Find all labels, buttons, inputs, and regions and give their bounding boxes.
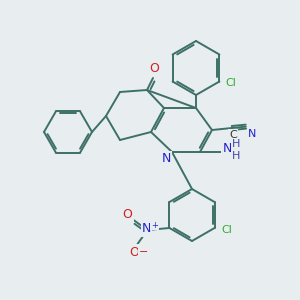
Text: Cl: Cl	[221, 225, 232, 235]
Text: O: O	[149, 62, 159, 76]
Text: H: H	[232, 139, 240, 149]
Text: Cl: Cl	[225, 77, 236, 88]
Text: +: +	[151, 220, 158, 230]
Text: N: N	[222, 142, 232, 155]
Text: N: N	[161, 152, 171, 166]
Text: H: H	[232, 151, 240, 161]
Text: N: N	[142, 223, 151, 236]
Text: O: O	[130, 245, 140, 259]
Text: −: −	[139, 247, 148, 257]
Text: N: N	[248, 129, 256, 139]
Text: O: O	[122, 208, 132, 221]
Text: C: C	[229, 130, 237, 140]
